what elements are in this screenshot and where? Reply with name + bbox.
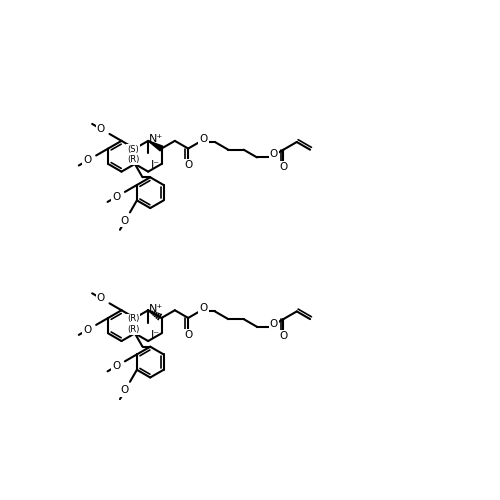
Text: O: O (270, 150, 278, 160)
Text: O: O (84, 325, 92, 335)
Text: I⁻: I⁻ (152, 160, 160, 170)
Text: I⁻: I⁻ (152, 330, 160, 340)
Text: O: O (270, 318, 278, 328)
Text: (R)
(R): (R) (R) (127, 314, 140, 334)
Text: O: O (280, 162, 287, 172)
Text: (S)
(R): (S) (R) (127, 145, 140, 165)
Text: O: O (184, 160, 192, 170)
Text: O: O (121, 386, 129, 396)
Text: O: O (280, 331, 287, 341)
Polygon shape (148, 141, 163, 151)
Text: O: O (199, 134, 207, 144)
Text: O: O (112, 192, 120, 202)
Text: O: O (184, 330, 192, 340)
Text: N⁺: N⁺ (148, 304, 163, 314)
Text: O: O (84, 156, 92, 166)
Text: O: O (96, 124, 105, 134)
Text: N⁺: N⁺ (148, 134, 163, 144)
Text: O: O (199, 304, 207, 314)
Text: O: O (96, 294, 105, 304)
Text: O: O (121, 216, 129, 226)
Text: O: O (112, 362, 120, 372)
